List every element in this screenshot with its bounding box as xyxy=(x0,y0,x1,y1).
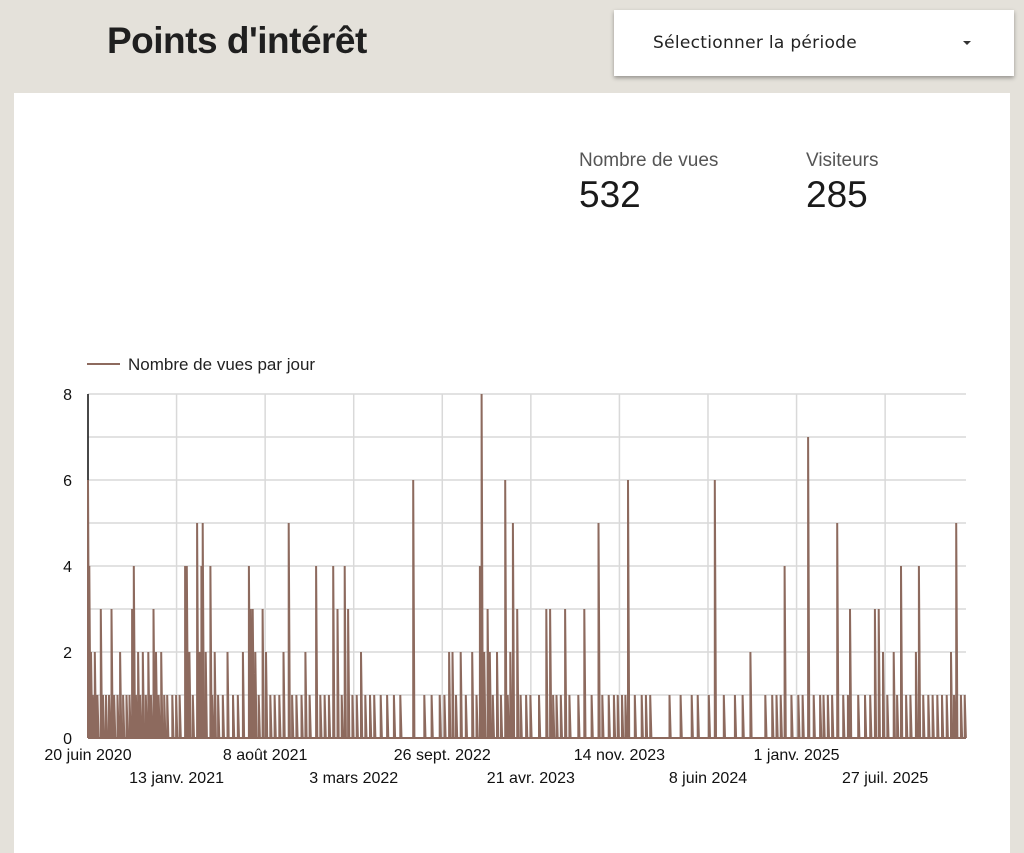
x-tick-label: 26 sept. 2022 xyxy=(394,747,491,764)
x-tick-label: 13 janv. 2021 xyxy=(129,770,224,787)
legend-label: Nombre de vues par jour xyxy=(128,355,315,374)
kpi-views-label: Nombre de vues xyxy=(579,150,719,171)
period-select[interactable]: Sélectionner la période xyxy=(614,10,1014,76)
x-tick-label: 20 juin 2020 xyxy=(44,747,131,764)
x-tick-label: 21 avr. 2023 xyxy=(487,770,575,787)
y-tick-label: 2 xyxy=(63,645,72,662)
chevron-down-icon xyxy=(963,41,971,45)
kpi-visitors-label: Visiteurs xyxy=(806,150,879,171)
y-tick-label: 4 xyxy=(63,559,72,576)
kpi-visitors-value: 285 xyxy=(806,174,868,215)
series-line xyxy=(87,393,967,739)
y-tick-label: 8 xyxy=(63,387,72,404)
x-tick-label: 14 nov. 2023 xyxy=(574,747,665,764)
y-tick-label: 0 xyxy=(63,731,72,748)
x-tick-label: 27 juil. 2025 xyxy=(842,770,928,787)
x-tick-label: 1 janv. 2025 xyxy=(754,747,840,764)
x-tick-label: 8 juin 2024 xyxy=(669,770,747,787)
kpi-visitors: Visiteurs 285 xyxy=(806,150,879,216)
x-tick-label: 8 août 2021 xyxy=(223,747,308,764)
kpi-views-value: 532 xyxy=(579,174,641,215)
page-title: Points d'intérêt xyxy=(107,20,367,61)
y-tick-label: 6 xyxy=(63,473,72,490)
period-select-label: Sélectionner la période xyxy=(653,33,858,53)
kpi-views: Nombre de vues 532 xyxy=(579,150,718,216)
x-tick-label: 3 mars 2022 xyxy=(309,770,398,787)
